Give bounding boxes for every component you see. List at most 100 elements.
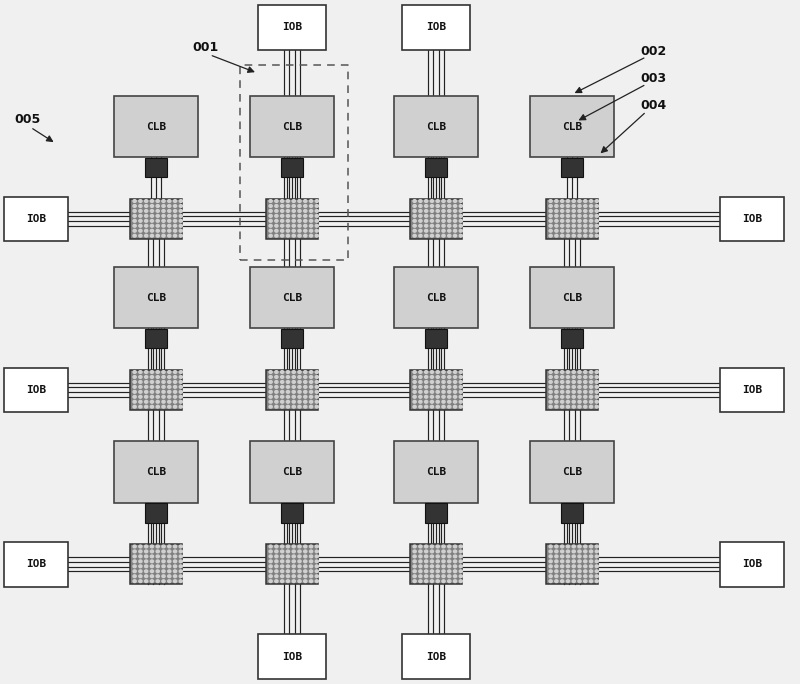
Circle shape	[454, 400, 457, 403]
Circle shape	[442, 400, 445, 403]
Circle shape	[572, 200, 575, 202]
Circle shape	[590, 570, 593, 573]
Circle shape	[168, 205, 171, 207]
Circle shape	[555, 215, 558, 218]
Circle shape	[315, 205, 318, 207]
Circle shape	[561, 376, 564, 378]
Circle shape	[578, 371, 581, 373]
Circle shape	[310, 229, 313, 232]
Circle shape	[150, 550, 154, 553]
Circle shape	[156, 395, 159, 398]
Circle shape	[292, 215, 295, 218]
Circle shape	[584, 380, 587, 383]
Circle shape	[442, 229, 445, 232]
Circle shape	[555, 371, 558, 373]
Circle shape	[584, 215, 587, 218]
Circle shape	[459, 550, 462, 553]
Circle shape	[561, 220, 564, 222]
Circle shape	[459, 395, 462, 398]
Circle shape	[590, 371, 593, 373]
Circle shape	[269, 220, 272, 222]
Circle shape	[595, 235, 598, 237]
Circle shape	[595, 371, 598, 373]
Circle shape	[413, 580, 416, 583]
Circle shape	[425, 545, 428, 548]
Circle shape	[168, 565, 171, 568]
Circle shape	[298, 400, 301, 403]
Circle shape	[578, 215, 581, 218]
Circle shape	[304, 209, 307, 212]
Circle shape	[572, 395, 575, 398]
Bar	[720, 542, 784, 587]
Circle shape	[145, 376, 148, 378]
Bar	[530, 441, 614, 503]
Text: 003: 003	[640, 72, 666, 85]
Circle shape	[448, 565, 451, 568]
Circle shape	[566, 580, 570, 583]
Circle shape	[304, 550, 307, 553]
Circle shape	[139, 575, 142, 577]
Circle shape	[578, 406, 581, 408]
Circle shape	[174, 224, 177, 227]
Circle shape	[174, 200, 177, 202]
Circle shape	[310, 386, 313, 389]
Circle shape	[281, 545, 284, 548]
Circle shape	[304, 575, 307, 577]
Circle shape	[578, 209, 581, 212]
Circle shape	[436, 209, 439, 212]
Circle shape	[584, 570, 587, 573]
Circle shape	[179, 391, 182, 393]
Circle shape	[561, 580, 564, 583]
Circle shape	[286, 235, 290, 237]
Circle shape	[578, 224, 581, 227]
Circle shape	[572, 555, 575, 557]
Text: CLB: CLB	[146, 122, 166, 131]
Circle shape	[430, 560, 434, 563]
Circle shape	[286, 200, 290, 202]
Circle shape	[459, 371, 462, 373]
Circle shape	[168, 575, 171, 577]
Circle shape	[269, 215, 272, 218]
Circle shape	[584, 565, 587, 568]
Circle shape	[436, 220, 439, 222]
Circle shape	[584, 235, 587, 237]
Circle shape	[286, 580, 290, 583]
Circle shape	[179, 575, 182, 577]
Circle shape	[315, 220, 318, 222]
Circle shape	[442, 391, 445, 393]
Circle shape	[413, 371, 416, 373]
Circle shape	[413, 570, 416, 573]
Circle shape	[133, 395, 136, 398]
Circle shape	[572, 215, 575, 218]
Circle shape	[413, 391, 416, 393]
Circle shape	[436, 395, 439, 398]
Circle shape	[304, 215, 307, 218]
Circle shape	[419, 565, 422, 568]
Circle shape	[275, 229, 278, 232]
Circle shape	[419, 406, 422, 408]
Circle shape	[269, 235, 272, 237]
Circle shape	[561, 229, 564, 232]
Circle shape	[298, 205, 301, 207]
Circle shape	[168, 386, 171, 389]
Circle shape	[561, 560, 564, 563]
Circle shape	[286, 215, 290, 218]
Circle shape	[419, 376, 422, 378]
Circle shape	[286, 545, 290, 548]
Circle shape	[419, 545, 422, 548]
Circle shape	[442, 575, 445, 577]
Circle shape	[315, 391, 318, 393]
Circle shape	[448, 560, 451, 563]
Circle shape	[310, 371, 313, 373]
Circle shape	[133, 580, 136, 583]
Circle shape	[150, 575, 154, 577]
Circle shape	[566, 205, 570, 207]
Circle shape	[162, 560, 165, 563]
Circle shape	[448, 406, 451, 408]
Circle shape	[425, 580, 428, 583]
Circle shape	[133, 215, 136, 218]
Circle shape	[430, 400, 434, 403]
Circle shape	[156, 550, 159, 553]
Text: CLB: CLB	[562, 293, 582, 302]
Circle shape	[275, 200, 278, 202]
